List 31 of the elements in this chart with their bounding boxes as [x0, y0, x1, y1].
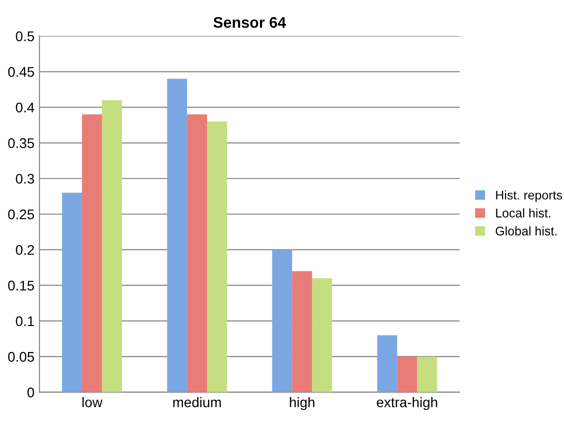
bar — [62, 192, 82, 392]
y-tick-label: 0.45 — [8, 66, 34, 77]
y-tick-label: 0.25 — [8, 209, 34, 220]
bar — [272, 250, 292, 392]
x-tick-label: medium — [173, 397, 221, 408]
legend-label: Local hist. — [496, 208, 550, 218]
bar — [397, 356, 418, 392]
y-tick-label: 0.05 — [8, 352, 34, 362]
bar — [377, 335, 398, 392]
bar — [187, 114, 208, 392]
y-tick-label: 0.3 — [16, 174, 34, 184]
bar — [102, 100, 122, 392]
legend-label: Hist. reports — [496, 190, 562, 202]
x-tick-label: extra-high — [376, 397, 438, 410]
y-tick-label: 0.35 — [8, 138, 34, 148]
y-tick-label: 0.1 — [16, 316, 34, 326]
bar — [82, 114, 102, 392]
y-tick-label: 0 — [27, 388, 34, 398]
chart-title: Sensor 64 — [213, 17, 286, 28]
bar — [167, 78, 188, 392]
legend-label: Global hist. — [496, 226, 556, 236]
bar — [417, 356, 438, 392]
bar — [207, 122, 227, 392]
y-tick-label: 0.2 — [16, 245, 34, 255]
bar — [292, 271, 312, 392]
x-tick-label: low — [82, 397, 102, 408]
bar — [312, 278, 332, 392]
y-tick-label: 0.4 — [16, 102, 34, 112]
x-tick-label: high — [290, 397, 314, 410]
y-tick-label: 0.5 — [16, 31, 34, 42]
y-tick-label: 0.15 — [8, 280, 34, 291]
